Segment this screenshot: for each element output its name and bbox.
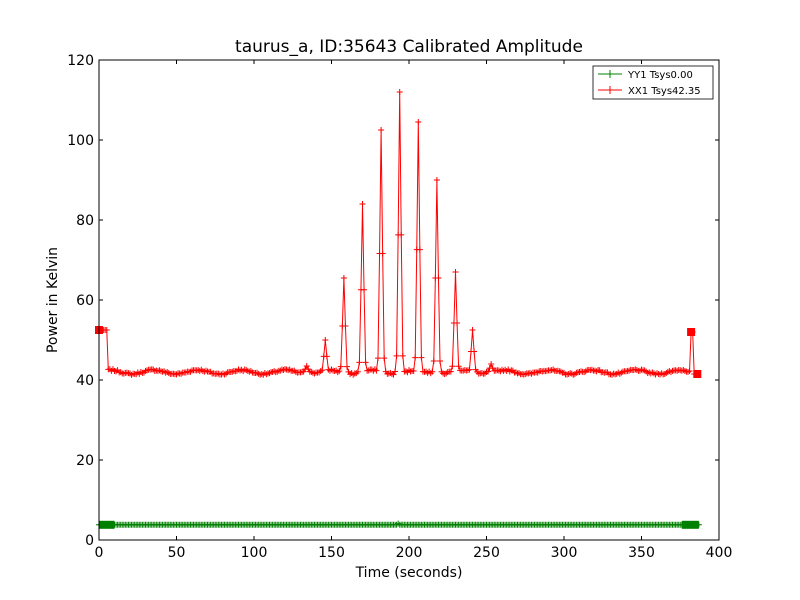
series-layer xyxy=(95,89,702,529)
data-point xyxy=(303,363,310,369)
data-point xyxy=(354,368,361,375)
y-tick-label: 20 xyxy=(76,453,94,469)
data-point xyxy=(488,361,495,367)
data-point xyxy=(399,352,406,359)
legend-label-yy1: YY1 Tsys0.00 xyxy=(627,70,693,81)
y-tick-label: 60 xyxy=(76,293,94,309)
data-point xyxy=(452,269,459,275)
data-point xyxy=(471,348,478,355)
data-point xyxy=(337,363,344,370)
endpoint-marker xyxy=(687,328,696,336)
legend-marker-xx1 xyxy=(606,86,614,94)
data-point xyxy=(378,127,385,133)
x-tick-label: 200 xyxy=(396,545,423,561)
data-point xyxy=(319,367,326,374)
data-point xyxy=(398,231,405,238)
legend-box xyxy=(592,65,714,100)
data-point xyxy=(412,354,419,361)
data-point xyxy=(435,275,442,282)
data-point xyxy=(359,201,366,207)
data-point xyxy=(356,359,363,366)
data-point xyxy=(469,327,476,333)
data-point xyxy=(447,368,454,375)
data-point xyxy=(340,275,347,281)
legend-label-xx1: XX1 Tsys42.35 xyxy=(628,86,701,97)
data-point xyxy=(361,286,368,293)
y-tick-label: 120 xyxy=(67,53,94,69)
data-point xyxy=(449,363,456,370)
y-tick-label: 40 xyxy=(76,373,94,389)
data-point xyxy=(410,368,417,375)
data-point xyxy=(379,250,386,257)
data-point xyxy=(362,359,369,366)
data-point xyxy=(342,322,349,329)
y-axis-label: Power in Kelvin xyxy=(45,247,61,353)
x-tick-label: 50 xyxy=(168,545,186,561)
legend: YY1 Tsys0.00 XX1 Tsys42.35 xyxy=(592,65,714,100)
data-point xyxy=(375,355,381,362)
data-point xyxy=(430,357,437,364)
x-axis-label: Time (seconds) xyxy=(355,565,463,581)
data-point xyxy=(392,368,399,375)
x-tick-label: 100 xyxy=(241,545,268,561)
data-point xyxy=(454,320,461,327)
endpoint-marker xyxy=(693,370,702,378)
data-point xyxy=(344,363,350,370)
data-point xyxy=(418,354,425,361)
data-point xyxy=(466,366,473,373)
x-tick-label: 400 xyxy=(706,545,733,561)
legend-marker-yy1 xyxy=(606,70,614,78)
data-point xyxy=(393,352,400,359)
data-point xyxy=(429,368,436,375)
data-point xyxy=(322,337,329,343)
y-tick-label: 80 xyxy=(76,213,94,229)
data-point xyxy=(323,353,330,360)
y-tick-label: 0 xyxy=(85,533,94,549)
series-yy1 xyxy=(96,520,702,529)
x-tick-label: 350 xyxy=(628,545,655,561)
x-tick-label: 250 xyxy=(473,545,500,561)
x-tick-label: 300 xyxy=(551,545,578,561)
data-point xyxy=(433,177,440,183)
endpoint-marker xyxy=(681,520,699,529)
data-point xyxy=(686,368,693,375)
data-point xyxy=(416,246,423,253)
data-point xyxy=(103,327,110,333)
y-tick-label: 100 xyxy=(67,133,94,149)
x-tick-label: 0 xyxy=(95,545,104,561)
data-point xyxy=(336,368,343,375)
data-point xyxy=(390,371,397,378)
plot-background xyxy=(99,60,719,540)
ticks-layer: 0 50 100 150 200 250 300 350 400 0 20 40 60 80 100 120 xyxy=(67,53,732,561)
endpoint-marker xyxy=(99,520,115,529)
data-point xyxy=(373,367,380,374)
data-point xyxy=(415,119,422,125)
data-point xyxy=(485,368,492,375)
data-point xyxy=(396,89,403,95)
data-point xyxy=(381,355,388,362)
data-point xyxy=(455,363,462,370)
data-point xyxy=(437,357,443,364)
chart-title: taurus_a, ID:35643 Calibrated Amplitude xyxy=(235,37,583,57)
x-tick-label: 150 xyxy=(318,545,345,561)
